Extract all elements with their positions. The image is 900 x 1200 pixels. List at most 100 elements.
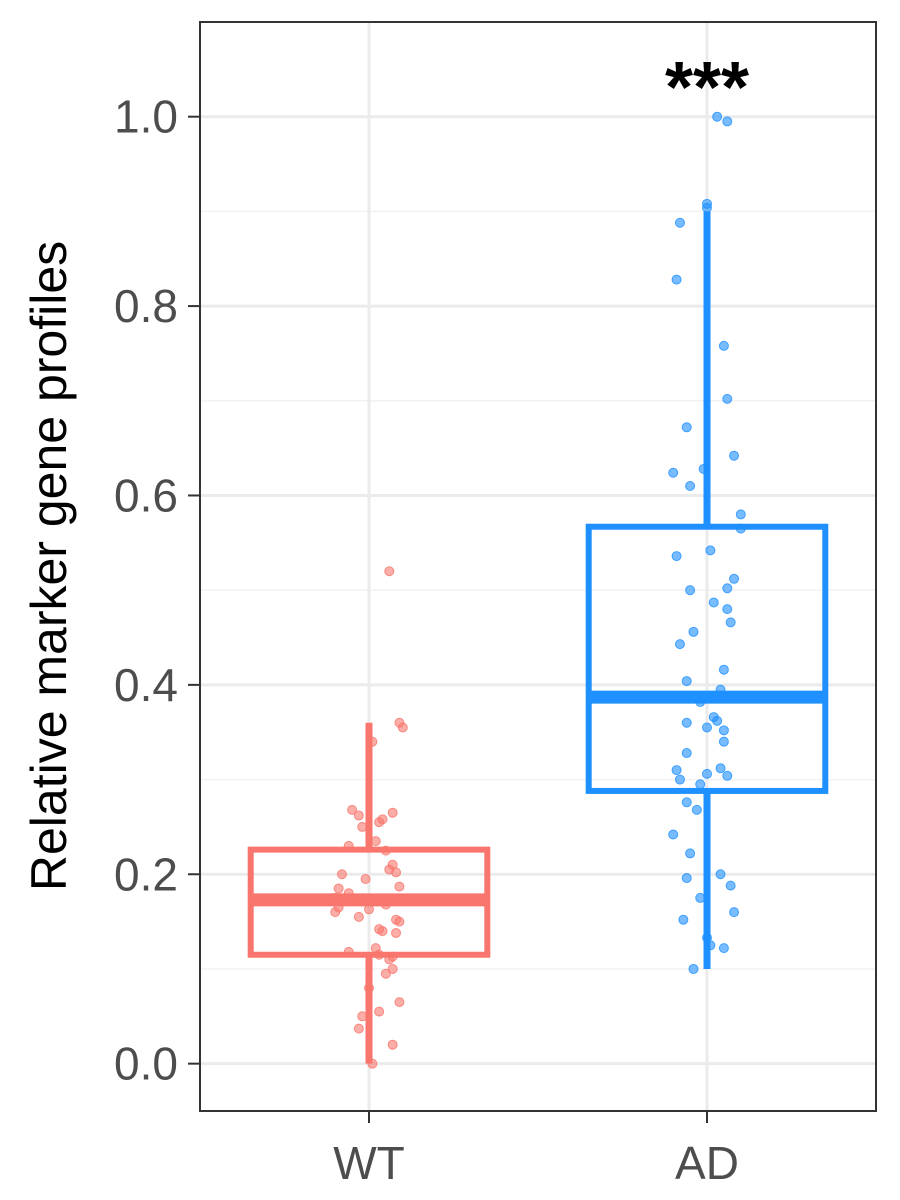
data-point [705,940,716,951]
y-tick-label: 1.0 [114,91,178,143]
data-point [374,949,385,960]
data-point [681,797,692,808]
data-point [729,450,740,461]
data-point [374,1006,385,1017]
data-point [674,639,685,650]
data-point [725,880,736,891]
data-point [729,907,740,918]
data-point [681,676,692,687]
data-point [725,617,736,628]
data-point [377,926,388,937]
data-point [691,804,702,815]
data-point [671,765,682,776]
data-point [705,545,716,556]
data-point [702,722,712,733]
data-point [391,867,402,878]
y-tick-label: 0.6 [114,469,178,521]
data-point [681,717,692,728]
grid-lines [200,22,876,1111]
data-point [343,946,354,957]
data-point [374,817,385,828]
axes: 0.0 0.2 0.4 0.6 0.8 1.0 WT AD [114,91,739,1189]
data-point [384,566,395,577]
y-tick-label: 0.4 [114,659,178,711]
data-point [712,111,723,122]
data-point [668,829,679,840]
data-point [715,684,726,695]
box-ad [585,523,829,794]
jitter-points [330,111,746,1069]
data-point [668,467,679,478]
data-point [712,715,723,726]
data-point [343,888,354,899]
data-point [357,821,368,832]
data-point [722,116,733,127]
data-point [688,626,699,637]
data-point [718,736,729,747]
data-point [715,763,726,774]
data-point [681,873,692,884]
data-point [685,585,696,596]
data-point [698,463,709,474]
data-point [722,604,733,615]
data-point [384,954,395,965]
data-point [353,810,364,821]
data-point [685,848,696,859]
data-point [681,422,692,433]
plot-panel-border [199,21,877,1112]
data-point [685,481,696,492]
data-point [347,804,358,815]
data-point [718,725,729,736]
y-tick-label: 0.0 [114,1038,178,1090]
data-point [718,664,729,675]
data-point [671,551,682,562]
box-layer [247,211,829,1064]
data-point [380,899,391,910]
data-point [695,696,706,707]
data-point [360,873,371,884]
data-point [735,523,746,534]
significance-label: *** [665,48,749,128]
x-tick-label-wt: WT [333,1137,405,1189]
data-point [695,892,706,903]
data-point [391,927,402,938]
data-point [367,736,378,747]
data-point [708,597,719,608]
data-point [715,869,726,880]
data-point [718,340,729,351]
data-point [370,836,381,847]
x-tick-label-ad: AD [675,1137,739,1189]
data-point [350,895,361,906]
data-point [330,892,341,903]
y-tick-label: 0.2 [114,848,178,900]
data-point [702,202,712,213]
data-point [674,774,685,785]
data-point [387,807,398,818]
data-point [722,770,733,781]
data-point [380,845,391,856]
data-point [718,943,729,954]
data-point [364,904,374,915]
data-point [397,722,408,733]
data-point [695,779,706,790]
data-point [387,1039,398,1050]
data-point [330,907,341,918]
data-point [702,768,712,779]
data-point [394,916,405,927]
data-point [357,1011,368,1022]
data-point [722,583,733,594]
data-point [343,840,354,851]
data-point [387,963,398,974]
data-point [674,217,685,228]
y-tick-label: 0.8 [114,280,178,332]
data-point [671,274,682,285]
data-point [367,1058,378,1069]
data-point [353,1023,364,1034]
data-point [353,911,364,922]
data-point [380,968,391,979]
data-point [735,509,746,520]
data-point [729,573,740,584]
data-point [722,393,733,404]
y-axis-title: Relative marker gene profiles [21,241,77,891]
